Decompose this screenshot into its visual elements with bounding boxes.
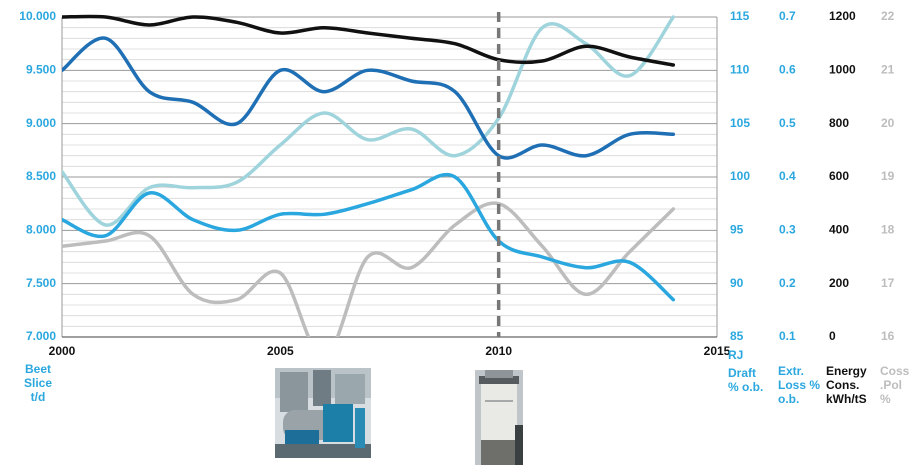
tick-label-beet-slice: 8.500 xyxy=(26,169,56,183)
tick-label-draft: 105 xyxy=(730,116,750,130)
tick-label-extr-loss: 0.5 xyxy=(779,116,796,130)
tick-label-coss-pol: 20 xyxy=(881,116,895,130)
tick-label-coss-pol: 18 xyxy=(881,223,895,237)
tick-label-draft: 90 xyxy=(730,276,744,290)
tick-label-beet-slice: 8.000 xyxy=(26,223,56,237)
series-line-coss-pol xyxy=(62,201,676,337)
tick-label-extr-loss: 0.3 xyxy=(779,223,796,237)
extr-loss-axis-title: Extr. Loss % o.b. xyxy=(778,364,821,406)
draft-axis-title: Draft % o.b. xyxy=(728,366,764,394)
tick-label-extr-loss: 0.1 xyxy=(779,329,796,343)
tick-label-energy: 400 xyxy=(829,223,849,237)
tick-label-coss-pol: 21 xyxy=(881,63,895,77)
tick-label-beet-slice: 9.500 xyxy=(26,63,56,77)
tick-label-beet-slice: 7.500 xyxy=(26,276,56,290)
tick-label-draft: 110 xyxy=(730,63,750,77)
coss-pol-axis-title: Coss .Pol % xyxy=(880,364,910,406)
tick-label-beet-slice: 10.000 xyxy=(19,9,56,23)
x-tick-label: 2005 xyxy=(267,344,294,358)
draft-axis-prefix: RJ xyxy=(728,348,744,362)
tick-label-energy: 1200 xyxy=(829,9,856,23)
energy-axis-title: Energy Cons. kWh/tS xyxy=(826,364,867,406)
series-line-energy xyxy=(62,14,676,67)
series-lines xyxy=(62,14,676,337)
tick-label-energy: 1000 xyxy=(829,63,856,77)
tick-label-beet-slice: 7.000 xyxy=(26,329,56,343)
tick-label-draft: 95 xyxy=(730,223,744,237)
series-line-extr-loss xyxy=(62,15,676,227)
diffuser-plant-photo xyxy=(275,368,371,458)
grid xyxy=(61,16,718,338)
tick-label-coss-pol: 17 xyxy=(881,276,895,290)
tick-label-energy: 800 xyxy=(829,116,849,130)
tick-label-draft: 100 xyxy=(730,169,750,183)
pulp-dryer-tower-photo xyxy=(475,370,523,465)
series-line-beet-slice xyxy=(62,36,676,160)
beet-slice-axis-title: Beet Slice t/d xyxy=(23,362,53,404)
x-tick-label: 2015 xyxy=(704,344,731,358)
tick-label-energy: 600 xyxy=(829,169,849,183)
x-tick-label: 2000 xyxy=(49,344,76,358)
tick-label-extr-loss: 0.2 xyxy=(779,276,796,290)
tick-label-beet-slice: 9.000 xyxy=(26,116,56,130)
tick-label-extr-loss: 0.4 xyxy=(779,169,796,183)
x-tick-label: 2010 xyxy=(485,344,512,358)
tick-label-coss-pol: 22 xyxy=(881,9,895,23)
tick-label-energy: 0 xyxy=(829,329,836,343)
tick-label-energy: 200 xyxy=(829,276,849,290)
tick-label-extr-loss: 0.6 xyxy=(779,63,796,77)
tick-label-draft: 85 xyxy=(730,329,744,343)
tick-labels: 7.000 7.500 8.000 8.500 9.000 9.500 10.000 85 90… xyxy=(19,9,894,358)
tick-label-draft: 115 xyxy=(730,9,750,23)
tick-label-coss-pol: 16 xyxy=(881,329,895,343)
tick-label-coss-pol: 19 xyxy=(881,169,895,183)
tick-label-extr-loss: 0.7 xyxy=(779,9,796,23)
series-line-draft xyxy=(62,173,676,302)
